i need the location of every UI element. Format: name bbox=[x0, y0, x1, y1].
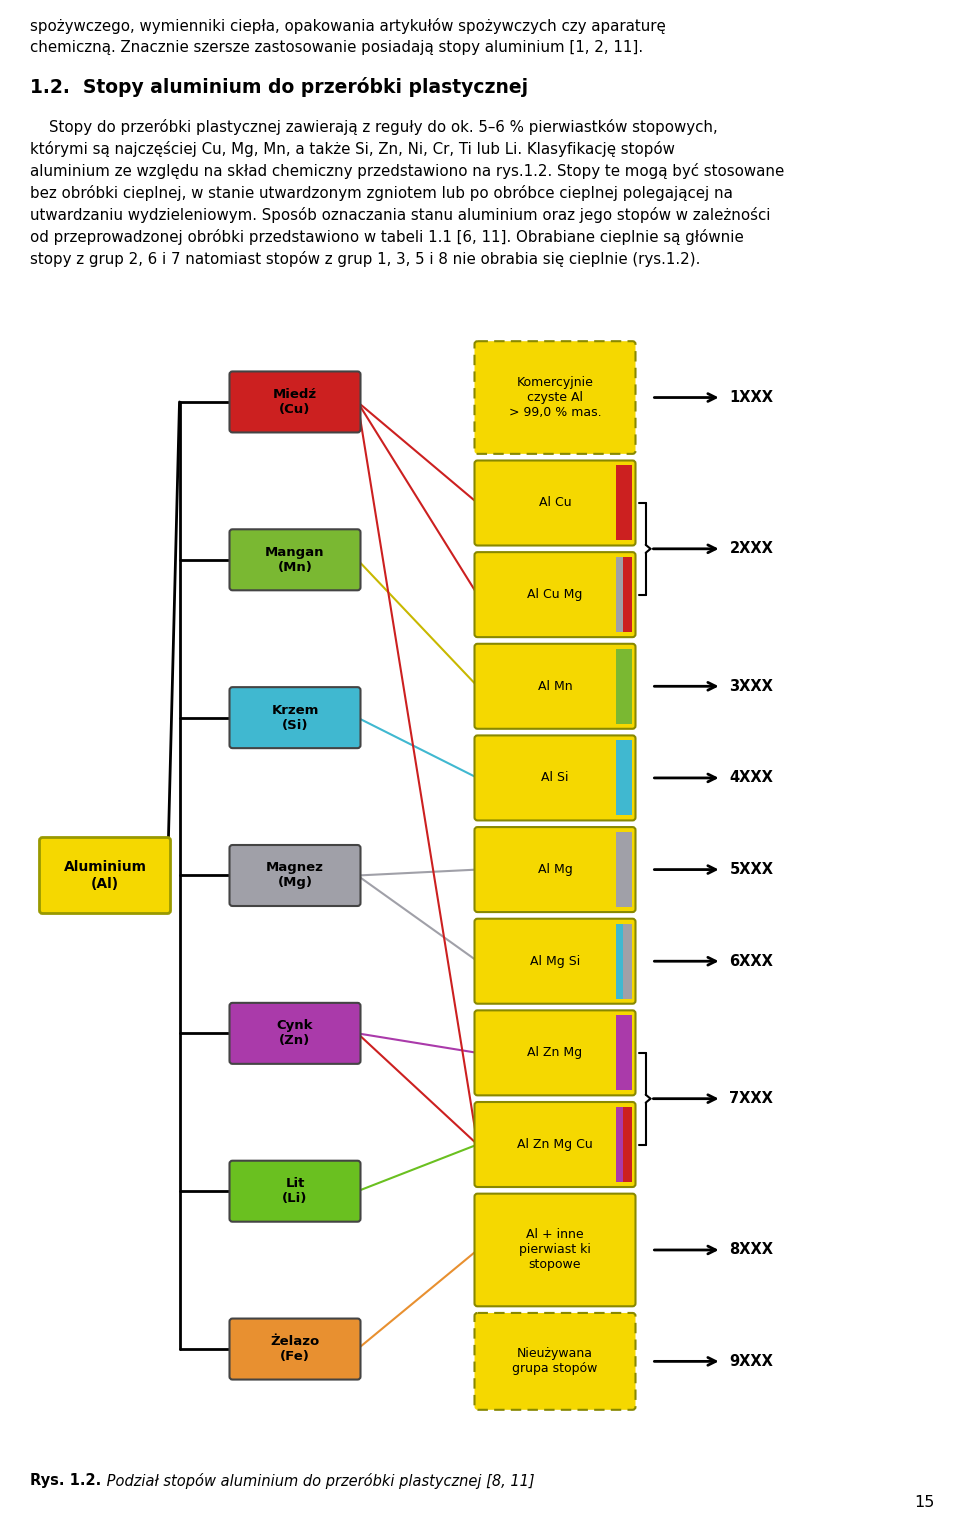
Text: 15: 15 bbox=[915, 1494, 935, 1510]
Bar bbox=[615, 1106, 622, 1183]
Bar bbox=[615, 558, 622, 633]
FancyBboxPatch shape bbox=[229, 1161, 361, 1222]
Text: Mangan
(Mn): Mangan (Mn) bbox=[265, 545, 324, 575]
Bar bbox=[622, 558, 632, 633]
Text: Cynk
(Zn): Cynk (Zn) bbox=[276, 1019, 313, 1047]
FancyBboxPatch shape bbox=[229, 1002, 361, 1063]
Text: chemiczną. Znacznie szersze zastosowanie posiadają stopy aluminium [1, 2, 11].: chemiczną. Znacznie szersze zastosowanie… bbox=[30, 40, 643, 55]
Text: 8XXX: 8XXX bbox=[730, 1242, 774, 1258]
FancyBboxPatch shape bbox=[229, 371, 361, 432]
FancyBboxPatch shape bbox=[474, 552, 636, 637]
Text: Al Mg: Al Mg bbox=[538, 863, 572, 876]
Text: spożywczego, wymienniki ciepła, opakowania artykułów spożywczych czy aparaturę: spożywczego, wymienniki ciepła, opakowan… bbox=[30, 18, 665, 34]
Text: aluminium ze względu na skład chemiczny przedstawiono na rys.1.2. Stopy te mogą : aluminium ze względu na skład chemiczny … bbox=[30, 163, 784, 179]
FancyBboxPatch shape bbox=[474, 460, 636, 545]
Text: Al Si: Al Si bbox=[541, 772, 568, 784]
FancyBboxPatch shape bbox=[474, 643, 636, 729]
Bar bbox=[615, 1016, 632, 1091]
Text: 3XXX: 3XXX bbox=[730, 678, 774, 694]
Bar bbox=[622, 924, 632, 999]
Bar bbox=[622, 1106, 632, 1183]
Text: Al Cu Mg: Al Cu Mg bbox=[527, 588, 583, 601]
FancyBboxPatch shape bbox=[474, 918, 636, 1004]
Text: Lit
(Li): Lit (Li) bbox=[282, 1177, 308, 1206]
Text: Al Mg Si: Al Mg Si bbox=[530, 955, 580, 967]
Text: 4XXX: 4XXX bbox=[730, 770, 774, 785]
Text: Al Mn: Al Mn bbox=[538, 680, 572, 692]
Text: Magnez
(Mg): Magnez (Mg) bbox=[266, 862, 324, 889]
FancyBboxPatch shape bbox=[229, 688, 361, 749]
Text: 2XXX: 2XXX bbox=[730, 541, 774, 556]
Text: Podział stopów aluminium do przeróbki plastycznej [8, 11]: Podział stopów aluminium do przeróbki pl… bbox=[102, 1473, 535, 1488]
Text: 9XXX: 9XXX bbox=[730, 1354, 774, 1369]
Text: Al Zn Mg Cu: Al Zn Mg Cu bbox=[517, 1138, 593, 1151]
Text: stopy z grup 2, 6 i 7 natomiast stopów z grup 1, 3, 5 i 8 nie obrabia się ciepln: stopy z grup 2, 6 i 7 natomiast stopów z… bbox=[30, 251, 701, 267]
FancyBboxPatch shape bbox=[474, 735, 636, 821]
Text: 5XXX: 5XXX bbox=[730, 862, 774, 877]
Text: Al + inne
pierwiast ki
stopowe: Al + inne pierwiast ki stopowe bbox=[519, 1229, 591, 1271]
Bar bbox=[615, 924, 622, 999]
Text: Nieużywana
grupa stopów: Nieużywana grupa stopów bbox=[513, 1348, 598, 1375]
FancyBboxPatch shape bbox=[229, 845, 361, 906]
Text: 1.2.  Stopy aluminium do przeróbki plastycznej: 1.2. Stopy aluminium do przeróbki plasty… bbox=[30, 76, 528, 96]
Bar bbox=[615, 833, 632, 908]
Text: 1XXX: 1XXX bbox=[730, 390, 774, 405]
Text: Al Cu: Al Cu bbox=[539, 497, 571, 509]
Text: Komercyjnie
czyste Al
> 99,0 % mas.: Komercyjnie czyste Al > 99,0 % mas. bbox=[509, 376, 601, 419]
Text: bez obróbki cieplnej, w stanie utwardzonym zgniotem lub po obróbce cieplnej pole: bez obróbki cieplnej, w stanie utwardzon… bbox=[30, 185, 732, 202]
Bar bbox=[615, 741, 632, 816]
FancyBboxPatch shape bbox=[474, 1313, 636, 1410]
Text: którymi są najczęściej Cu, Mg, Mn, a także Si, Zn, Ni, Cr, Ti lub Li. Klasyfikac: którymi są najczęściej Cu, Mg, Mn, a tak… bbox=[30, 141, 675, 157]
FancyBboxPatch shape bbox=[474, 827, 636, 912]
Text: Al Zn Mg: Al Zn Mg bbox=[527, 1047, 583, 1059]
FancyBboxPatch shape bbox=[229, 529, 361, 590]
FancyBboxPatch shape bbox=[39, 837, 171, 914]
Text: 6XXX: 6XXX bbox=[730, 953, 774, 969]
Text: Aluminium
(Al): Aluminium (Al) bbox=[63, 860, 147, 891]
Text: Rys. 1.2.: Rys. 1.2. bbox=[30, 1473, 101, 1488]
Text: Żelazo
(Fe): Żelazo (Fe) bbox=[271, 1335, 320, 1363]
FancyBboxPatch shape bbox=[474, 1102, 636, 1187]
Text: 7XXX: 7XXX bbox=[730, 1091, 774, 1106]
Text: Stopy do przeróbki plastycznej zawierają z reguły do ok. 5–6 % pierwiastków stop: Stopy do przeróbki plastycznej zawierają… bbox=[30, 119, 718, 134]
FancyBboxPatch shape bbox=[474, 1010, 636, 1096]
Text: Miedź
(Cu): Miedź (Cu) bbox=[273, 388, 317, 416]
FancyBboxPatch shape bbox=[474, 1193, 636, 1306]
Text: utwardzaniu wydzieleniowym. Sposób oznaczania stanu aluminium oraz jego stopów w: utwardzaniu wydzieleniowym. Sposób oznac… bbox=[30, 206, 771, 223]
Bar bbox=[615, 466, 632, 541]
Bar bbox=[615, 649, 632, 724]
Text: Krzem
(Si): Krzem (Si) bbox=[272, 704, 319, 732]
FancyBboxPatch shape bbox=[474, 341, 636, 454]
Text: od przeprowadzonej obróbki przedstawiono w tabeli 1.1 [6, 11]. Obrabiane cieplni: od przeprowadzonej obróbki przedstawiono… bbox=[30, 229, 744, 244]
FancyBboxPatch shape bbox=[229, 1319, 361, 1380]
